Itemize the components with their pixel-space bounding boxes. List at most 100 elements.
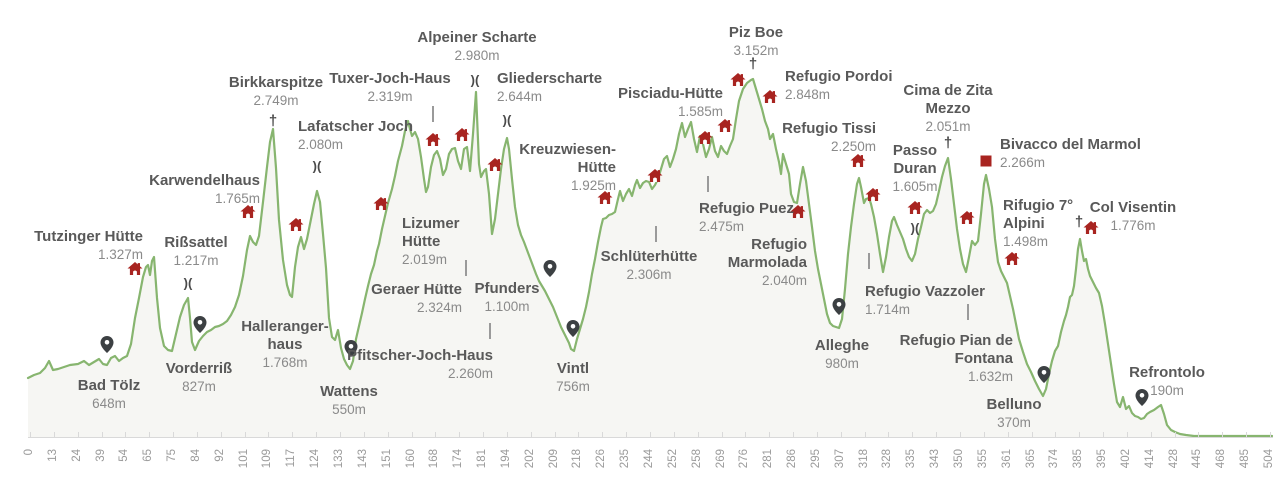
waypoint-label: Vintl 756m [556, 360, 590, 396]
label-connector-line [967, 304, 969, 320]
waypoint-name: Kreuzwiesen- [519, 141, 616, 158]
waypoint-name: Cima de Zita [903, 82, 993, 99]
waypoint-label: Belluno 370m [987, 396, 1042, 432]
waypoint-name: Rißsattel [164, 234, 228, 251]
x-axis-tick-label: 281 [762, 449, 775, 469]
waypoint-label: Rifugio 7° Alpini 1.498m [1003, 197, 1073, 251]
x-axis-tick [316, 432, 318, 437]
x-axis-tick-label: 65 [142, 449, 155, 462]
waypoint-elevation: 2.749m [253, 93, 299, 108]
waypoint-name: Vorderriß [165, 360, 233, 377]
waypoint-label: Piz Boe 3.152m [729, 24, 783, 60]
x-axis-tick [864, 432, 866, 437]
x-axis-tick [649, 432, 651, 437]
mountain-pass-icon: )( [470, 72, 480, 88]
x-axis-tick [530, 432, 532, 437]
x-axis-tick [602, 432, 604, 437]
waypoint-label: Geraer Hütte 2.324m [371, 281, 462, 317]
waypoint-elevation: 190m [1150, 383, 1184, 398]
waypoint-name: Alpini [1003, 215, 1045, 232]
hut-icon [288, 218, 304, 236]
waypoint-label: Tutzinger Hütte 1.327m [34, 228, 143, 264]
waypoint-elevation: 1.217m [173, 253, 219, 268]
waypoint-elevation: 2.980m [454, 48, 500, 63]
hut-icon [454, 128, 470, 146]
waypoint-name: Hütte [402, 233, 441, 250]
x-axis-tick-label: 0 [23, 449, 35, 456]
x-axis-tick [506, 432, 508, 437]
waypoint-label: Vorderriß 827m [166, 360, 232, 396]
waypoint-label: Refugio Vazzoler 1.714m [865, 283, 985, 319]
waypoint-label: Refugio Pordoi 2.848m [785, 68, 893, 104]
waypoint-elevation: 648m [92, 396, 126, 411]
label-connector-line [707, 176, 709, 192]
label-connector-line [432, 106, 434, 122]
x-axis-tick-label: 13 [46, 449, 59, 462]
x-axis-tick-label: 485 [1239, 449, 1252, 469]
waypoint-elevation: 1.765m [214, 191, 260, 206]
profile-line [26, 77, 1274, 438]
waypoint-name: Duran [893, 160, 937, 177]
x-axis-tick-label: 202 [523, 449, 536, 469]
x-axis-tick-label: 244 [642, 449, 655, 469]
hut-icon [597, 191, 613, 209]
waypoint-name: Bivacco del Marmol [1000, 136, 1141, 153]
x-axis-tick [292, 432, 294, 437]
waypoint-label: Karwendelhaus 1.765m [149, 172, 260, 208]
profile-area-fill [28, 79, 1273, 437]
x-axis-tick-label: 269 [714, 449, 727, 469]
waypoint-elevation: 2.848m [785, 87, 831, 102]
waypoint-elevation: 2.019m [402, 252, 448, 267]
mountain-pass-icon: )( [502, 112, 512, 128]
hut-icon [240, 205, 256, 223]
x-axis-tick-label: 133 [332, 449, 345, 469]
waypoint-elevation: 2.266m [1000, 155, 1046, 170]
summit-cross-icon: † [268, 112, 278, 130]
location-pin-icon [1135, 389, 1149, 411]
x-axis-tick-label: 174 [452, 449, 465, 469]
mountain-pass-icon: )( [312, 158, 322, 174]
waypoint-label: Schlüterhütte 2.306m [601, 248, 698, 284]
waypoint-name: Lizumer [402, 215, 460, 232]
x-axis-tick-label: 414 [1143, 449, 1156, 469]
x-axis-tick [888, 432, 890, 437]
x-axis-tick-label: 218 [571, 449, 584, 469]
waypoint-name: Vintl [556, 360, 590, 377]
hut-icon [697, 131, 713, 149]
waypoint-elevation: 827m [182, 379, 216, 394]
x-axis-tick [793, 432, 795, 437]
x-axis-tick [1126, 432, 1128, 437]
waypoint-elevation: 2.306m [626, 267, 672, 282]
x-axis-tick [983, 432, 985, 437]
waypoint-name: Geraer Hütte [371, 281, 462, 298]
x-axis-tick [1222, 432, 1224, 437]
x-axis-tick-label: 226 [595, 449, 608, 469]
x-axis-tick-label: 151 [380, 449, 393, 469]
waypoint-label: Lafatscher Joch 2.080m [298, 118, 413, 154]
x-axis-tick [363, 432, 365, 437]
x-axis-tick [959, 432, 961, 437]
waypoint-label: Tuxer-Joch-Haus 2.319m [329, 70, 450, 106]
waypoint-name: Gliederscharte [497, 70, 603, 87]
x-axis-tick-label: 350 [952, 449, 965, 469]
waypoint-elevation: 370m [997, 415, 1031, 430]
waypoint-elevation: 2.250m [830, 139, 876, 154]
x-axis-tick [149, 432, 151, 437]
waypoint-elevation: 1.776m [1110, 218, 1156, 233]
hut-icon [865, 188, 881, 206]
x-axis-tick-label: 75 [166, 449, 179, 462]
waypoint-name: Refrontolo [1129, 364, 1205, 381]
waypoint-label: Refugio Puez 2.475m [699, 200, 794, 236]
x-axis-tick-label: 374 [1048, 449, 1061, 469]
hut-icon [907, 201, 923, 219]
x-axis-tick-label: 335 [905, 449, 918, 469]
waypoint-name: Piz Boe [728, 24, 784, 41]
waypoint-label: Wattens 550m [320, 383, 378, 419]
x-axis-tick [1269, 432, 1271, 437]
waypoint-elevation: 2.051m [925, 119, 971, 134]
waypoint-elevation: 550m [332, 402, 366, 417]
waypoint-elevation: 1.714m [865, 302, 911, 317]
x-axis-tick [196, 432, 198, 437]
x-axis-tick-label: 365 [1024, 449, 1037, 469]
waypoint-name: Lafatscher Joch [298, 118, 414, 135]
